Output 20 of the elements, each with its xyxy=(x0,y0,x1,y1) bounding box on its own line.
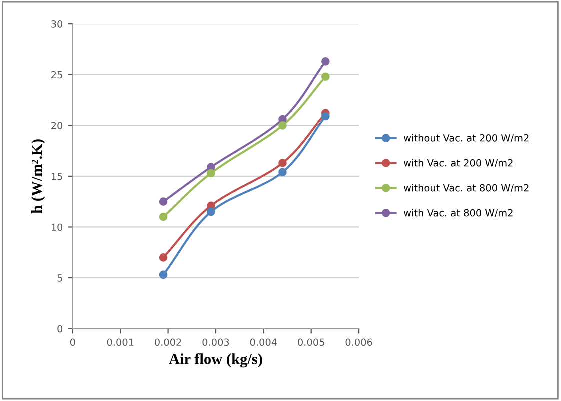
x-tick-label: 0.004 xyxy=(250,338,278,346)
x-tick-label: 0.006 xyxy=(346,338,372,346)
y-tick-label: 15 xyxy=(52,173,62,180)
y-tick-label: 10 xyxy=(52,224,63,232)
legend-label: with Vac. at 800 W/m2 xyxy=(404,209,513,218)
x-axis-title: Air flow (kg/s) xyxy=(169,354,262,368)
x-tick-label: 0.001 xyxy=(107,338,134,346)
x-tick-label: 0 xyxy=(70,338,76,346)
x-tick-label: 0.005 xyxy=(298,338,324,346)
y-tick-label: 5 xyxy=(58,274,62,282)
y-tick-label: 0 xyxy=(58,325,63,333)
y-axis-title: h (W/m².K) xyxy=(31,140,46,214)
y-tick-label: 25 xyxy=(52,71,62,79)
legend-label: with Vac. at 200 W/m2 xyxy=(404,159,513,168)
legend-label: without Vac. at 200 W/m2 xyxy=(404,134,529,143)
x-tick-label: 0.003 xyxy=(202,338,230,346)
legend-label: without Vac. at 800 W/m2 xyxy=(404,184,529,193)
y-tick-label: 20 xyxy=(52,122,63,130)
x-tick-label: 0.002 xyxy=(155,338,182,346)
y-tick-label: 30 xyxy=(52,20,63,28)
